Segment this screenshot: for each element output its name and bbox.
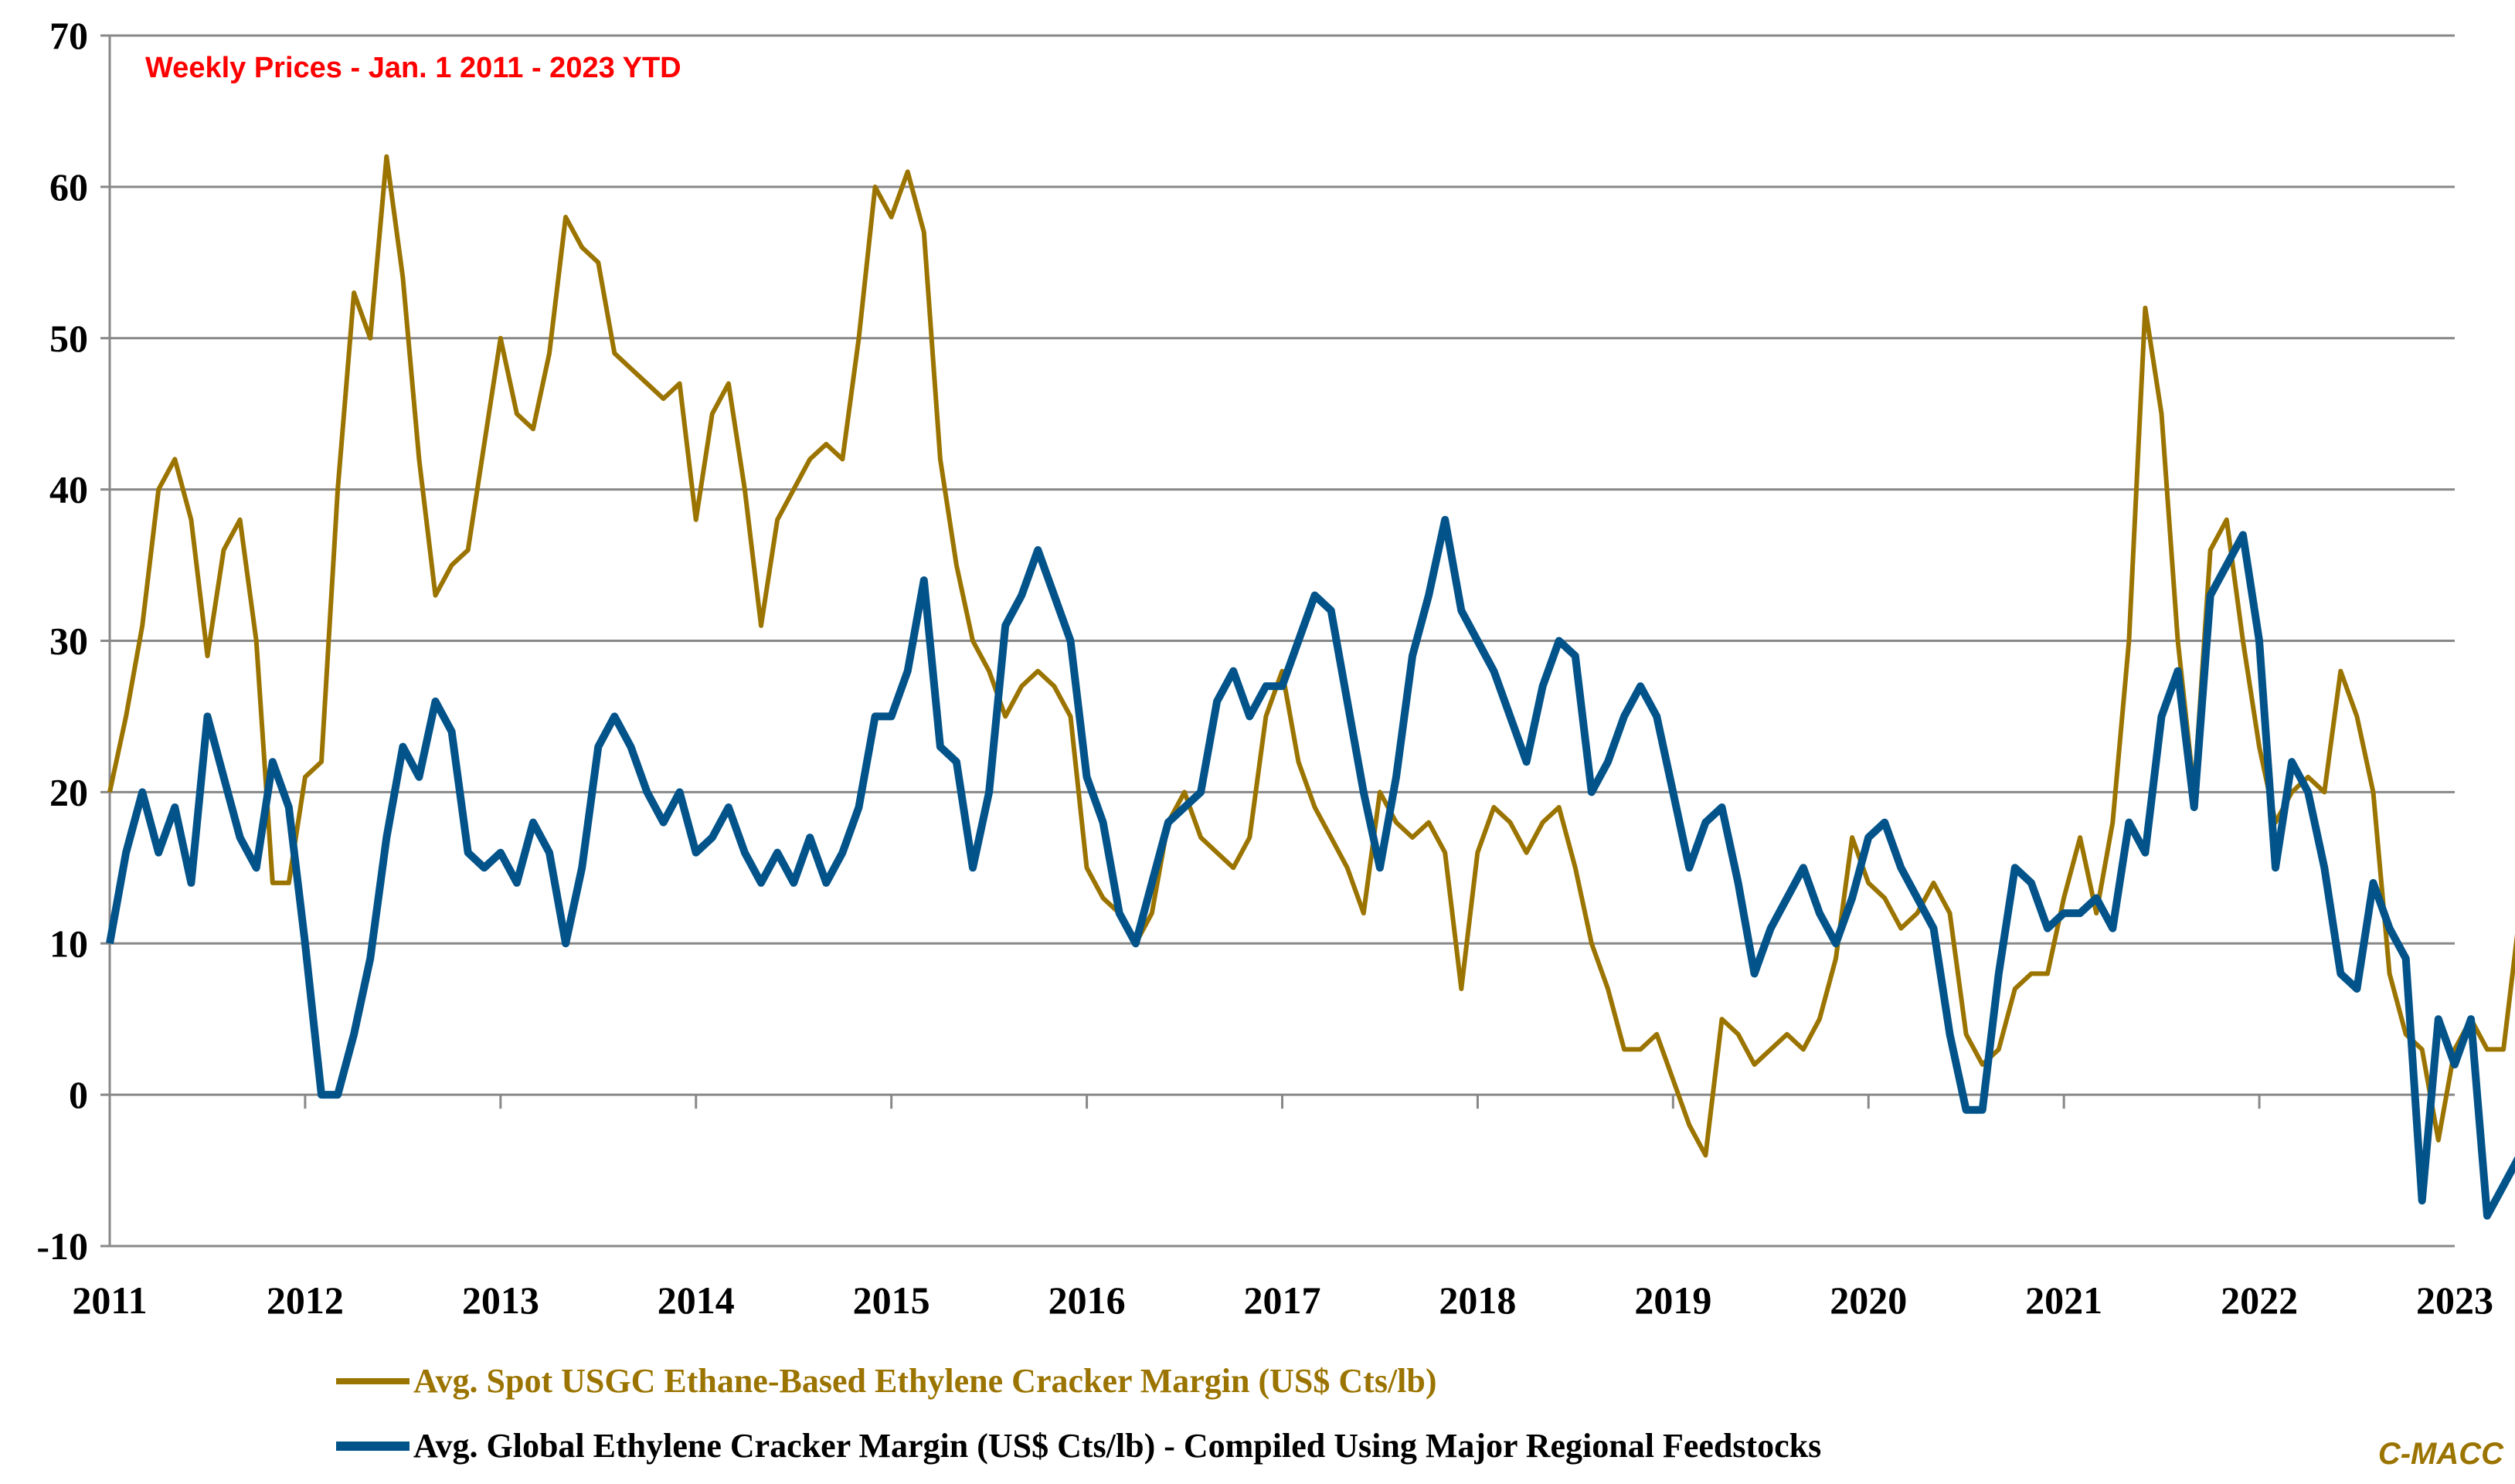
legend-label-ethane: Avg. Spot USGC Ethane-Based Ethylene Cra…: [413, 1362, 1437, 1400]
x-tick-label: 2022: [2221, 1279, 2298, 1322]
y-tick-label: 40: [49, 468, 88, 511]
x-tick-label: 2019: [1634, 1279, 1711, 1322]
x-tick-label: 2021: [2025, 1279, 2102, 1322]
y-tick-label: 60: [49, 165, 88, 209]
x-tick-label: 2013: [462, 1279, 539, 1322]
x-tick-label: 2012: [267, 1279, 344, 1322]
x-tick-label: 2023: [2416, 1279, 2493, 1322]
chart-subtitle: Weekly Prices - Jan. 1 2011 - 2023 YTD: [145, 52, 681, 84]
y-tick-label: 10: [49, 922, 88, 965]
x-tick-label: 2018: [1439, 1279, 1516, 1322]
x-tick-label: 2015: [853, 1279, 930, 1322]
x-tick-label: 2011: [72, 1279, 147, 1322]
series-line-global-margin: [106, 515, 2515, 1220]
legend: Avg. Spot USGC Ethane-Based Ethylene Cra…: [336, 1362, 1821, 1465]
series-line-ethane-margin: [107, 154, 2515, 1158]
x-tick-label: 2017: [1244, 1279, 1321, 1322]
x-tick-marks: [304, 1095, 2261, 1109]
y-tick-label: 20: [49, 770, 88, 813]
y-tick-label: 50: [49, 317, 88, 360]
y-tick-label: -10: [36, 1224, 88, 1268]
y-tick-label: 30: [49, 620, 88, 663]
y-tick-label: 70: [49, 14, 88, 57]
source-credit: C-MACC: [2378, 1437, 2504, 1471]
series-lines: [106, 154, 2515, 1220]
gridlines: [100, 34, 2455, 1248]
legend-label-global: Avg. Global Ethylene Cracker Margin (US$…: [413, 1427, 1821, 1465]
x-tick-labels: 2011 2012 2013 2014 2015 2016 2017 2018 2019 2020…: [72, 1279, 2493, 1322]
y-tick-label: 0: [69, 1073, 88, 1116]
y-tick-labels: -10 0 10 20 30 40 50 60 70: [36, 14, 88, 1268]
x-tick-label: 2020: [1830, 1279, 1907, 1322]
x-tick-label: 2014: [658, 1279, 735, 1322]
x-tick-label: 2016: [1048, 1279, 1126, 1322]
